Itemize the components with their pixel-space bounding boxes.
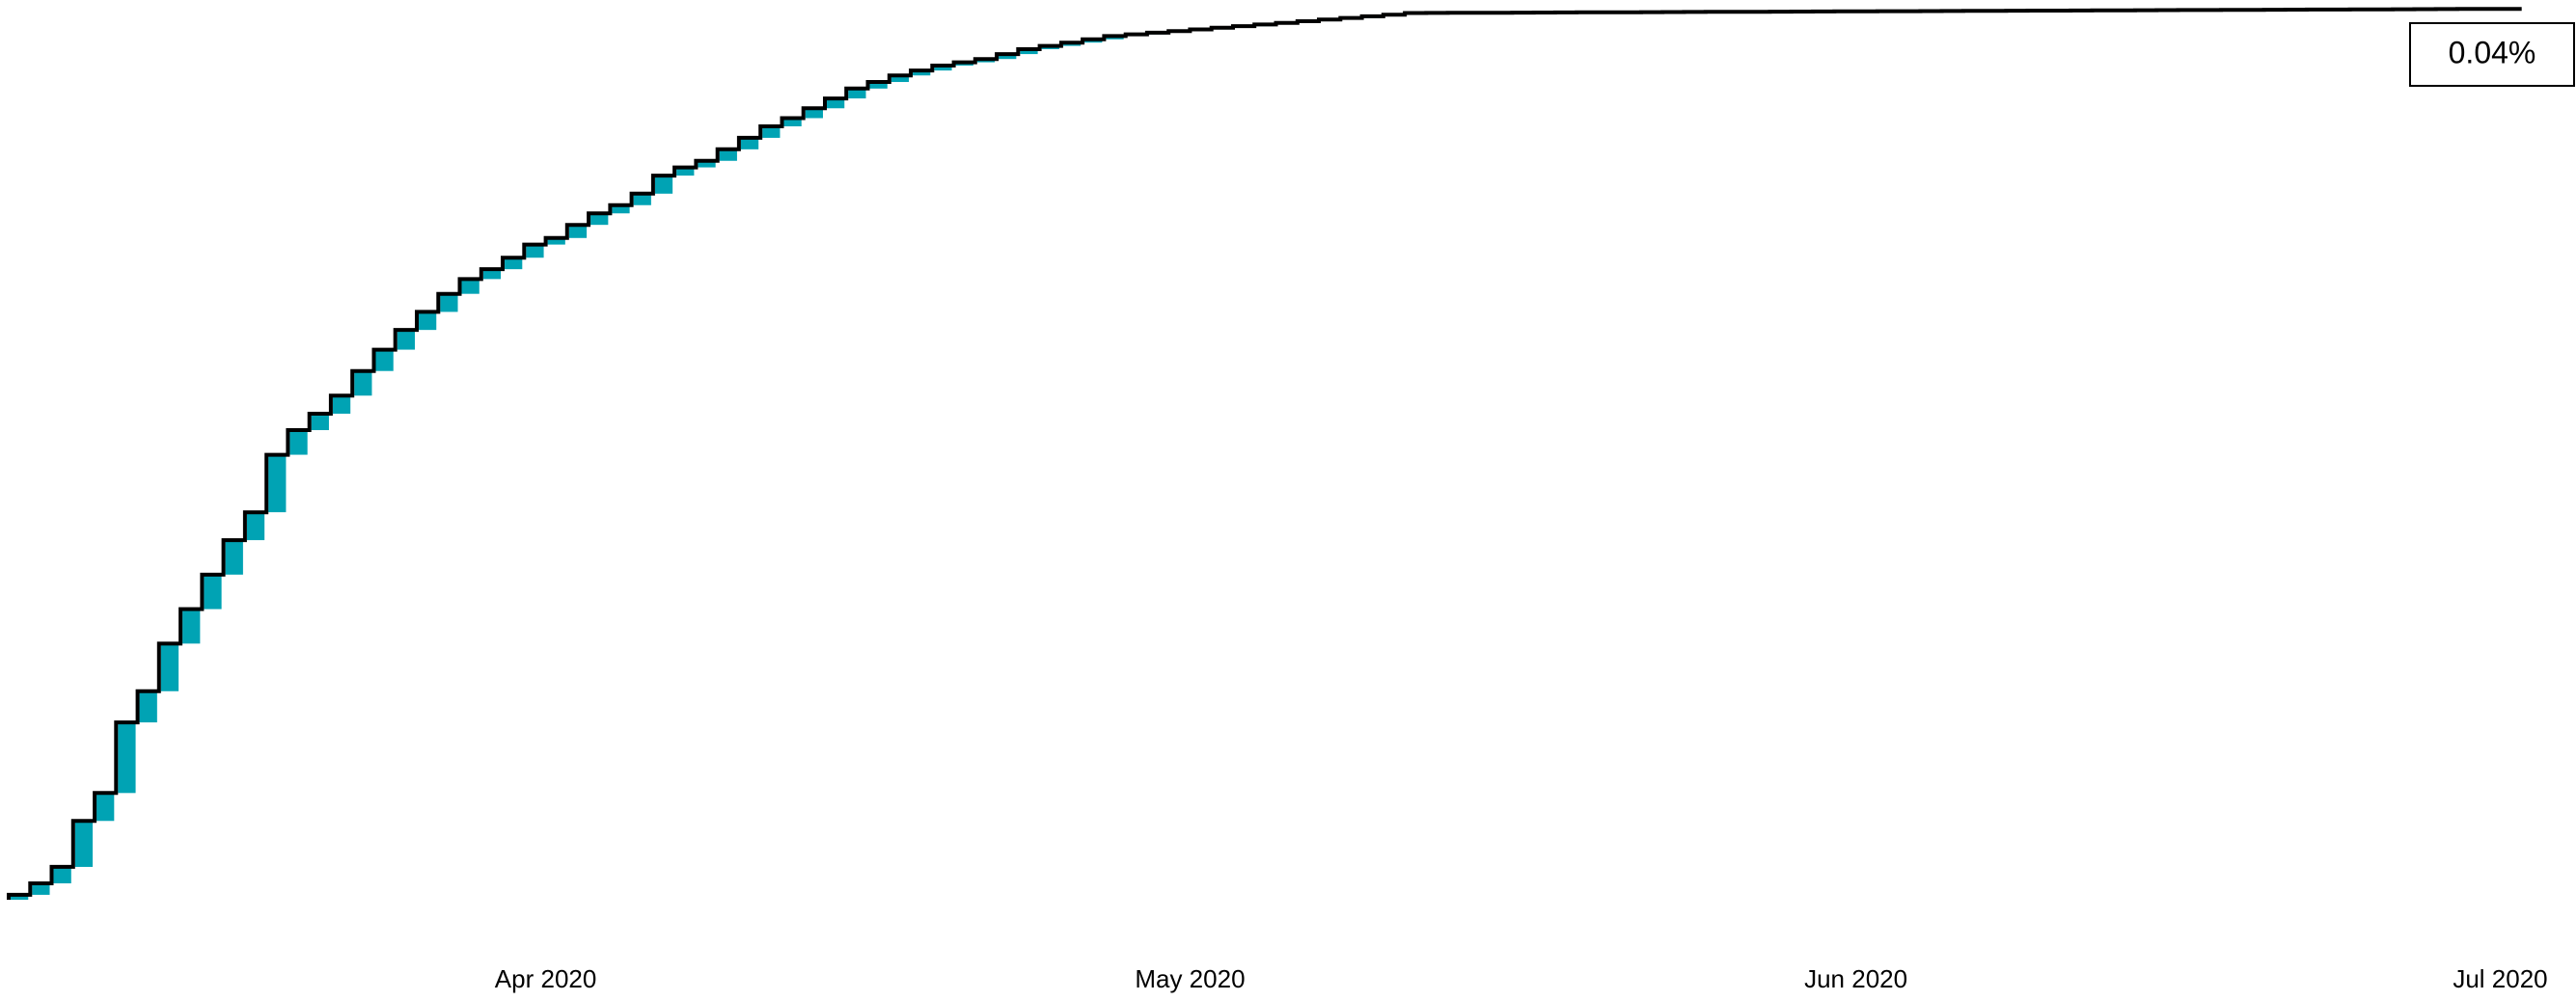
increment-bar bbox=[740, 137, 759, 149]
x-tick-label: Apr 2020 bbox=[495, 964, 597, 993]
increment-bar bbox=[719, 149, 737, 161]
increment-bar bbox=[547, 237, 565, 245]
increment-bar bbox=[332, 395, 351, 414]
increment-bar bbox=[805, 108, 823, 119]
increment-bar bbox=[139, 690, 157, 723]
increment-bar bbox=[590, 213, 609, 226]
increment-bar bbox=[826, 98, 845, 109]
increment-bar bbox=[397, 330, 415, 350]
x-tick-label: May 2020 bbox=[1135, 964, 1245, 993]
x-tick-label: Jul 2020 bbox=[2453, 964, 2547, 993]
increment-bar bbox=[418, 311, 437, 331]
increment-bar bbox=[999, 54, 1017, 60]
increment-bar bbox=[74, 821, 94, 867]
increment-bar bbox=[612, 204, 630, 214]
increment-bar bbox=[913, 70, 931, 76]
increment-bar bbox=[225, 540, 243, 575]
increment-bar bbox=[633, 193, 651, 205]
increment-bar bbox=[568, 225, 588, 238]
increment-bar bbox=[698, 160, 716, 168]
annotation-box bbox=[2409, 22, 2575, 87]
increment-bar bbox=[268, 454, 287, 513]
increment-bar bbox=[440, 293, 458, 312]
increment-bar bbox=[848, 88, 866, 99]
increment-bar bbox=[118, 722, 136, 794]
increment-bar bbox=[505, 257, 523, 270]
increment-bar bbox=[654, 176, 673, 194]
increment-bar bbox=[1020, 48, 1038, 55]
increment-bar bbox=[482, 269, 502, 280]
increment-bar bbox=[160, 643, 179, 691]
increment-bar bbox=[32, 882, 50, 895]
increment-bar bbox=[246, 512, 265, 541]
increment-bar bbox=[204, 574, 222, 609]
increment-bar bbox=[891, 75, 910, 83]
x-tick-label: Jun 2020 bbox=[1804, 964, 1907, 993]
increment-bar bbox=[53, 866, 71, 883]
increment-bar bbox=[783, 118, 802, 127]
increment-bar bbox=[526, 244, 544, 258]
increment-bar bbox=[375, 349, 394, 371]
increment-bar bbox=[289, 430, 308, 455]
increment-bar bbox=[96, 793, 115, 822]
annotation: 0.04% bbox=[2449, 35, 2536, 69]
increment-bar bbox=[676, 167, 695, 176]
increment-bar bbox=[762, 126, 781, 138]
increment-bar bbox=[934, 66, 952, 71]
increment-bar bbox=[354, 370, 372, 396]
increment-bar bbox=[869, 82, 888, 89]
increment-bar bbox=[311, 413, 329, 431]
increment-bar bbox=[11, 894, 29, 900]
cumulative-line bbox=[7, 7, 2522, 900]
increment-bar bbox=[461, 279, 480, 294]
increment-bar bbox=[182, 609, 201, 644]
